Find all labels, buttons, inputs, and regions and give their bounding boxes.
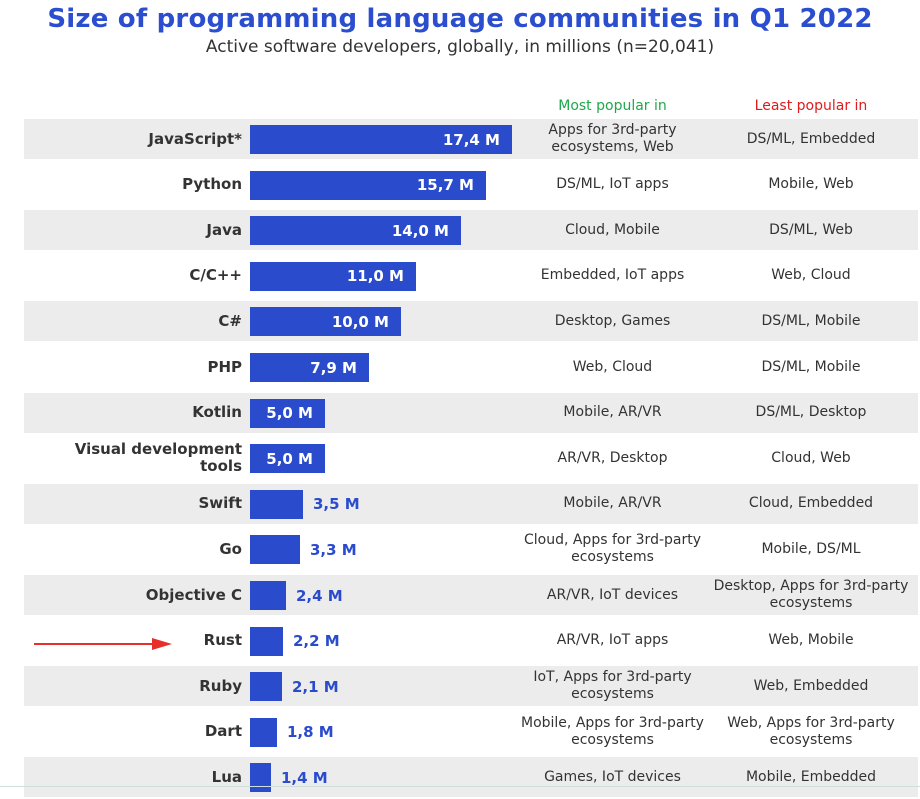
language-label: Visual development tools: [74, 440, 242, 476]
bar: [250, 398, 325, 428]
bar: [250, 626, 283, 656]
most-popular-cell: AR/VR, IoT apps: [556, 632, 669, 649]
least-popular-cell: Cloud, Embedded: [748, 495, 874, 512]
bar-value-label: 2,4 M: [296, 586, 343, 605]
most-popular-cell: Embedded, IoT apps: [540, 267, 685, 284]
bar: [250, 489, 303, 519]
least-popular-cell: Mobile, Embedded: [745, 768, 877, 785]
language-label: Go: [219, 539, 242, 558]
bar-value-label: 11,0 M: [346, 267, 404, 286]
bar-value-label: 2,2 M: [293, 632, 340, 651]
language-label: Lua: [211, 767, 242, 786]
most-popular-cell: IoT, Apps for 3rd-party ecosystems: [533, 669, 692, 703]
bar-value-label: 3,5 M: [313, 495, 360, 514]
bar-value-label: 15,7 M: [416, 176, 474, 195]
bar: [250, 581, 286, 610]
bar: [250, 353, 369, 382]
most-popular-cell: AR/VR, IoT devices: [546, 586, 679, 603]
most-popular-cell: Desktop, Games: [554, 312, 671, 329]
language-label: Java: [206, 220, 242, 239]
table-row: Dart 1,8 M Mobile, Apps for 3rd-party ecos…: [24, 712, 918, 752]
bar: [250, 125, 512, 154]
table-row: Objective C 2,4 M AR/VR, IoT devices Deskto…: [24, 575, 918, 615]
most-popular-cell: Cloud, Apps for 3rd-party ecosystems: [523, 532, 702, 566]
bar: [250, 535, 300, 565]
bar-value-label: 5,0 M: [266, 449, 313, 468]
language-label: C/C++: [189, 266, 242, 285]
language-label: PHP: [207, 357, 242, 376]
least-popular-cell: Web, Mobile: [768, 632, 854, 649]
bar: [250, 717, 277, 747]
bar-value-label: 1,4 M: [281, 768, 328, 787]
bar: [250, 216, 461, 246]
table-row: Java 14,0 M Cloud, Mobile DS/ML, Web: [24, 210, 918, 251]
bar-value-label: 5,0 M: [266, 404, 313, 423]
table-row: PHP 7,9 M Web, Cloud DS/ML, Mobile: [24, 347, 918, 387]
least-popular-cell: DS/ML, Web: [769, 221, 853, 238]
bar-value-label: 14,0 M: [391, 221, 449, 240]
red-arrow-icon: [34, 638, 172, 650]
table-row: Go 3,3 M Cloud, Apps for 3rd-party ecosyst…: [24, 529, 918, 569]
most-popular-cell: Web, Cloud: [572, 358, 653, 375]
chart-title: Size of programming language communities…: [47, 4, 873, 34]
least-popular-cell: Desktop, Apps for 3rd-party ecosystems: [713, 578, 909, 611]
table-row: Visual development tools 5,0 M AR/VR, Desk…: [24, 438, 918, 478]
bar: [250, 763, 271, 793]
bar: [250, 307, 401, 337]
language-label: Kotlin: [192, 403, 242, 422]
bar-value-label: 7,9 M: [310, 358, 357, 377]
bar: [250, 444, 325, 474]
least-popular-cell: Mobile, Web: [768, 176, 854, 193]
language-label: Objective C: [145, 585, 242, 604]
bar-value-label: 3,3 M: [310, 540, 357, 559]
most-popular-cell: AR/VR, Desktop: [557, 449, 668, 466]
bar-value-label: 2,1 M: [292, 677, 339, 696]
language-label: C#: [218, 311, 242, 330]
table-row: C/C++ 11,0 M Embedded, IoT apps Web, Cloud: [24, 256, 918, 296]
most-popular-cell: DS/ML, IoT apps: [556, 176, 669, 193]
least-popular-cell: DS/ML, Mobile: [761, 312, 861, 329]
bar: [250, 170, 486, 200]
table-row: Kotlin 5,0 M Mobile, AR/VR DS/ML, Desktop: [24, 392, 918, 433]
language-label: Rust: [203, 631, 242, 650]
table-row: C# 10,0 M Desktop, Games DS/ML, Mobile: [24, 301, 918, 342]
most-popular-cell: Mobile, AR/VR: [563, 404, 662, 421]
language-label: Dart: [204, 722, 242, 741]
table-row: Rust 2,2 M AR/VR, IoT apps Web, Mobile: [24, 621, 918, 661]
language-label: Python: [182, 175, 242, 194]
most-popular-cell: Games, IoT devices: [544, 768, 681, 785]
least-popular-cell: Mobile, DS/ML: [761, 540, 861, 557]
most-popular-cell: Cloud, Mobile: [565, 221, 660, 238]
bottom-divider: [0, 786, 920, 787]
bar-value-label: 1,8 M: [287, 723, 334, 742]
bar-value-label: 10,0 M: [331, 312, 389, 331]
least-popular-cell: Web, Embedded: [753, 677, 869, 694]
least-popular-cell: DS/ML, Embedded: [746, 130, 876, 147]
bar-value-label: 17,4 M: [442, 130, 500, 149]
most-popular-header: Most popular in: [558, 98, 667, 114]
least-popular-cell: DS/ML, Mobile: [761, 358, 861, 375]
least-popular-cell: Web, Cloud: [771, 267, 851, 284]
language-label: Swift: [198, 494, 243, 513]
table-row: Swift 3,5 M Mobile, AR/VR Cloud, Embedded: [24, 483, 918, 524]
chart-subtitle: Active software developers, globally, in…: [205, 37, 715, 57]
table-row: Python 15,7 M DS/ML, IoT apps Mobile, Web: [24, 165, 918, 205]
bar: [250, 672, 282, 702]
most-popular-cell: Mobile, AR/VR: [563, 495, 662, 512]
bar: [250, 261, 416, 291]
language-label: Ruby: [199, 676, 242, 695]
least-popular-cell: DS/ML, Desktop: [755, 404, 867, 421]
language-label: JavaScript*: [148, 129, 242, 148]
least-popular-cell: Cloud, Web: [771, 449, 851, 466]
table-row: JavaScript* 17,4 M Apps for 3rd-party ecos…: [24, 119, 918, 159]
least-popular-header: Least popular in: [754, 98, 868, 114]
most-popular-cell: Apps for 3rd-party ecosystems, Web: [548, 122, 677, 155]
most-popular-cell: Mobile, Apps for 3rd-party ecosystems: [521, 714, 704, 748]
table-row: Lua 1,4 M Games, IoT devices Mobile, Embedd…: [24, 757, 918, 798]
least-popular-cell: Web, Apps for 3rd-party ecosystems: [727, 714, 895, 748]
table-row: Ruby 2,1 M IoT, Apps for 3rd-party ecosyst…: [24, 666, 918, 707]
